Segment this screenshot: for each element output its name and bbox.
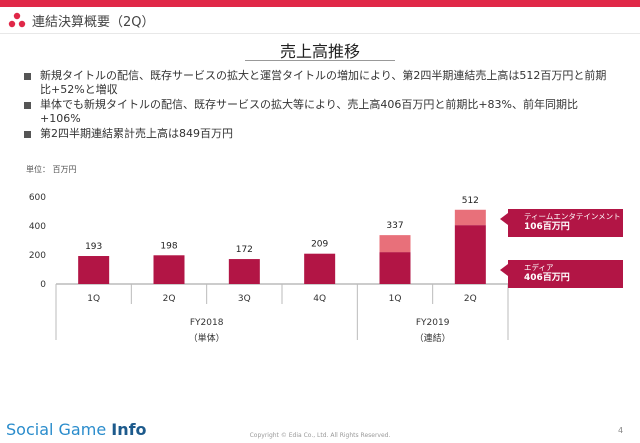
data-label: 209 — [311, 240, 328, 250]
footer-logo-bold: Info — [111, 420, 147, 439]
edia-logo-icon — [8, 12, 26, 28]
bar-edia-2 — [228, 259, 260, 284]
header-divider — [0, 33, 640, 34]
y-tick-label: 400 — [29, 222, 46, 232]
group-label: FY2018 — [190, 318, 224, 328]
bullet-text: 新規タイトルの配信、既存サービスの拡大と運営タイトルの増加により、第2四半期連結… — [40, 69, 607, 96]
data-label: 198 — [160, 241, 177, 251]
callout-arrow-edia — [500, 264, 508, 276]
bullet-square-icon — [24, 73, 31, 80]
group-sublabel: （単体） — [189, 332, 225, 344]
bullet-list: 新規タイトルの配信、既存サービスの拡大と運営タイトルの増加により、第2四半期連結… — [24, 69, 614, 142]
callout-edia: エディア 406百万円 — [508, 260, 623, 288]
callout-team-entertainment: ティームエンタテインメント 106百万円 — [508, 209, 623, 237]
slide-header: 連結決算概要（2Q） — [0, 7, 640, 33]
data-label: 512 — [462, 196, 479, 206]
x-tick-label: 1Q — [87, 294, 100, 304]
bullet-item: 単体でも新規タイトルの配信、既存サービスの拡大等により、売上高406百万円と前期… — [24, 98, 614, 126]
bullet-square-icon — [24, 102, 31, 109]
top-accent-bar — [0, 0, 640, 7]
y-tick-label: 0 — [40, 280, 46, 290]
data-label: 337 — [386, 221, 403, 231]
x-tick-label: 4Q — [313, 294, 326, 304]
bar-team-4 — [379, 235, 411, 253]
chart-unit-label: 単位： 百万円 — [26, 165, 77, 174]
bar-edia-0 — [78, 256, 110, 284]
x-tick-label: 2Q — [163, 294, 176, 304]
x-tick-label: 2Q — [464, 294, 477, 304]
data-label: 193 — [85, 242, 102, 252]
y-tick-label: 600 — [29, 193, 46, 203]
group-label: FY2019 — [416, 318, 450, 328]
bullet-square-icon — [24, 131, 31, 138]
page-number: 4 — [618, 426, 624, 435]
callout-edia-value: 406百万円 — [524, 273, 570, 283]
callout-edia-name: エディア — [524, 263, 554, 272]
bullet-text: 第2四半期連結累計売上高は849百万円 — [40, 127, 233, 140]
bullet-item: 第2四半期連結累計売上高は849百万円 — [24, 127, 614, 141]
bar-team-5 — [454, 209, 486, 226]
bar-edia-5 — [454, 225, 486, 284]
copyright-text: Copyright © Edia Co., Ltd. All Rights Re… — [249, 432, 391, 439]
x-tick-label: 3Q — [238, 294, 251, 304]
callout-team-name: ティームエンタテインメント — [524, 212, 621, 221]
footer-logo-text: Social Game — [6, 420, 112, 439]
data-label: 172 — [236, 245, 253, 255]
bullet-text: 単体でも新規タイトルの配信、既存サービスの拡大等により、売上高406百万円と前期… — [40, 98, 578, 125]
footer-logo: Social Game Info — [6, 420, 147, 439]
bar-edia-3 — [304, 253, 336, 284]
callout-arrow-team — [500, 213, 508, 225]
slide-title: 売上高推移 — [279, 42, 360, 61]
bar-edia-1 — [153, 255, 185, 284]
bar-edia-4 — [379, 252, 411, 284]
y-tick-label: 200 — [29, 251, 46, 261]
x-tick-label: 1Q — [389, 294, 402, 304]
slide-title-underline — [245, 60, 395, 61]
revenue-bar-chart: 0 200 400 600 193 1Q 198 2Q 172 3Q 209 4Q 337 1Q 512 2Q… — [29, 193, 509, 344]
section-title: 連結決算概要（2Q） — [32, 15, 155, 30]
callout-team-value: 106百万円 — [524, 222, 570, 232]
bullet-item: 新規タイトルの配信、既存サービスの拡大と運営タイトルの増加により、第2四半期連結… — [24, 69, 614, 97]
group-sublabel: （連結） — [415, 332, 451, 344]
